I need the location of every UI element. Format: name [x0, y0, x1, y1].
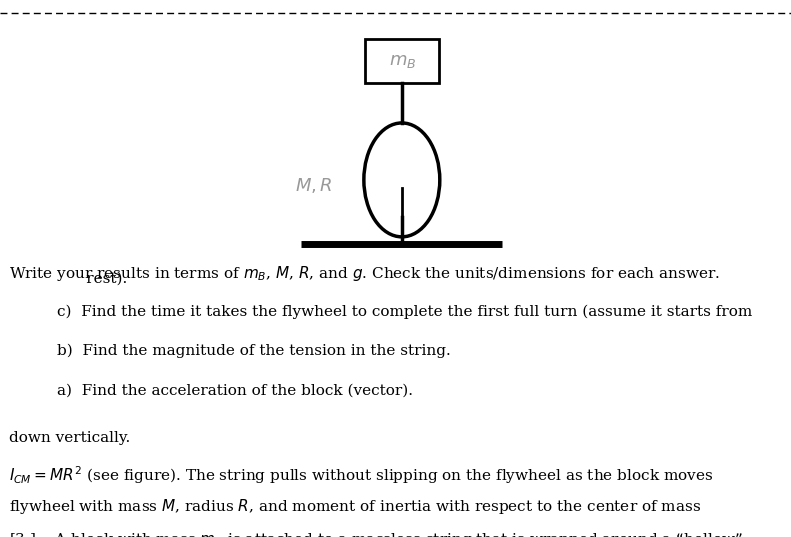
Text: rest).: rest). [57, 271, 127, 285]
Text: Write your results in terms of $m_B$, $M$, $R$, and $g$. Check the units/dimensi: Write your results in terms of $m_B$, $M… [9, 264, 721, 283]
Bar [365, 39, 439, 83]
Text: a)  Find the acceleration of the block (vector).: a) Find the acceleration of the block (v… [57, 384, 413, 398]
Text: $M, R$: $M, R$ [295, 176, 332, 195]
Text: down vertically.: down vertically. [9, 431, 131, 445]
Text: flywheel with mass $M$, radius $R$, and moment of inertia with respect to the ce: flywheel with mass $M$, radius $R$, and … [9, 497, 702, 516]
Text: [3.]    A block with mass $m_B$ is attached to a massless string that is wrapped: [3.] A block with mass $m_B$ is attached… [9, 531, 744, 537]
Text: c)  Find the time it takes the flywheel to complete the first full turn (assume : c) Find the time it takes the flywheel t… [57, 305, 752, 320]
Text: $m_B$: $m_B$ [388, 52, 416, 70]
Text: $I_{CM} = MR^2$ (see figure). The string pulls without slipping on the flywheel : $I_{CM} = MR^2$ (see figure). The string… [9, 464, 714, 485]
Text: b)  Find the magnitude of the tension in the string.: b) Find the magnitude of the tension in … [57, 344, 451, 358]
